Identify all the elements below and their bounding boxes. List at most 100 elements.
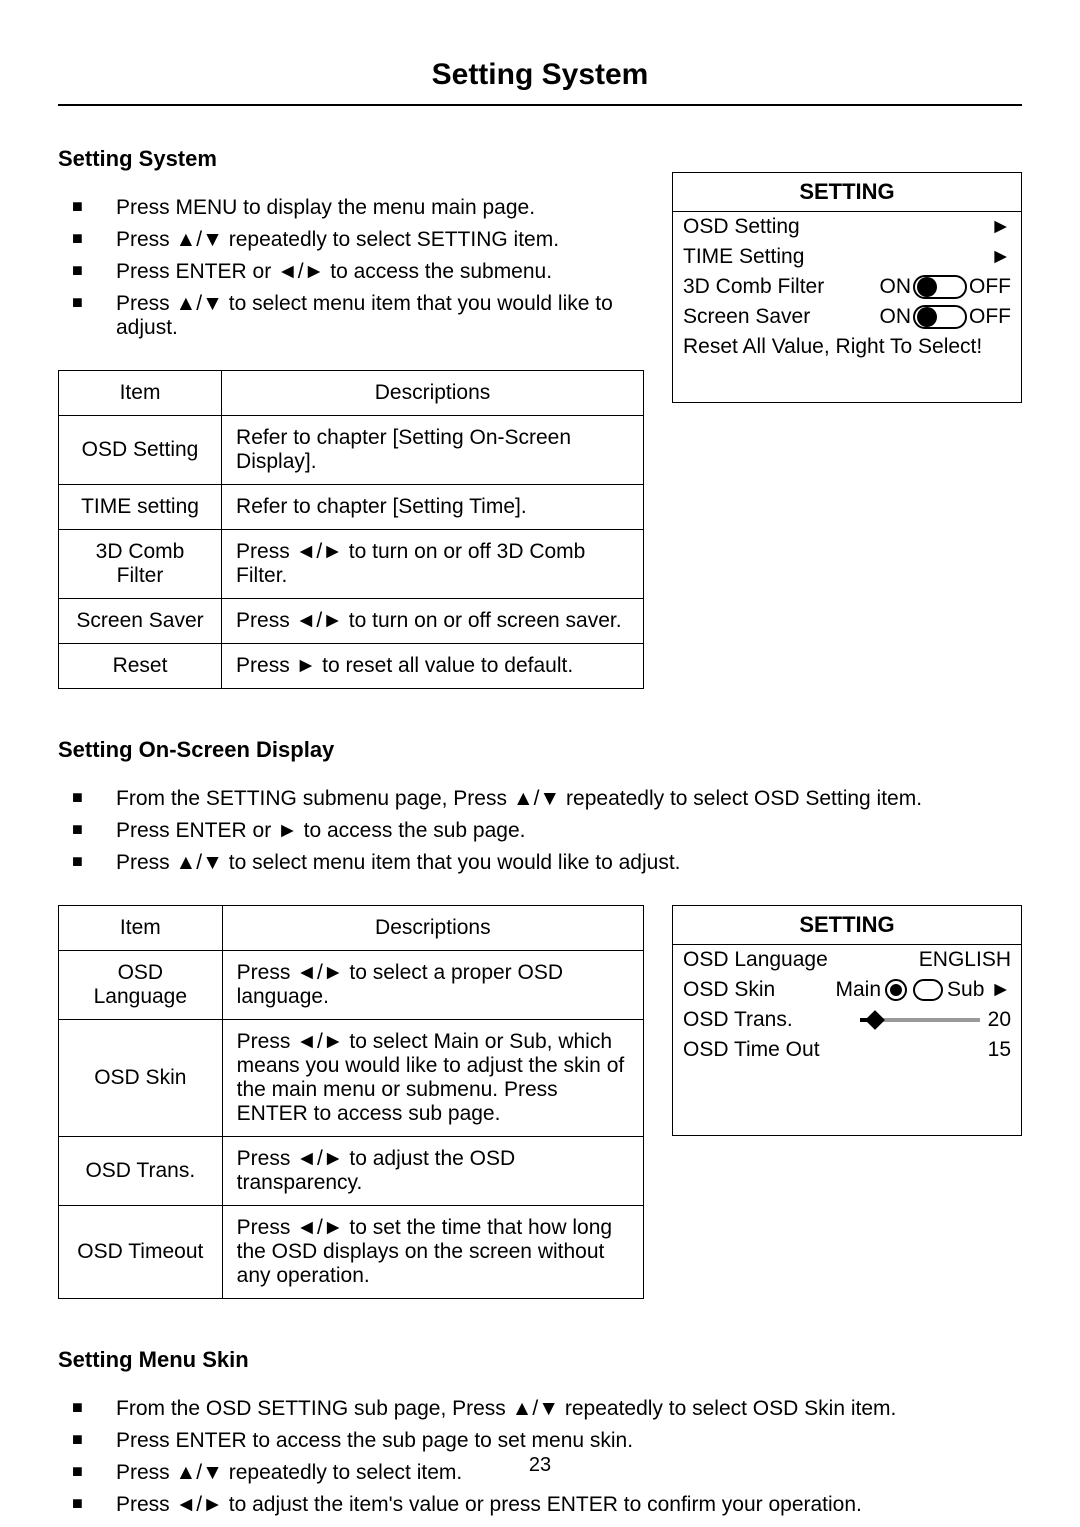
table-row: OSD SkinPress ◄/► to select Main or Sub,… [59, 1020, 644, 1137]
section2-left: Item Descriptions OSD LanguagePress ◄/► … [58, 905, 644, 1299]
step: Press ENTER or ► to access the sub page. [58, 815, 1022, 847]
osd-row[interactable]: TIME Setting ► [673, 242, 1021, 272]
osd-row[interactable]: OSD Skin Main Sub ► [673, 975, 1021, 1005]
cell: Press ◄/► to turn on or off 3D Comb Filt… [222, 530, 644, 599]
step: Press ENTER or ◄/► to access the submenu… [58, 256, 644, 288]
toggle-on-label: ON [880, 305, 912, 329]
osd-row[interactable]: OSD Setting ► [673, 212, 1021, 242]
cell: OSD Setting [59, 416, 222, 485]
step: Press MENU to display the menu main page… [58, 192, 644, 224]
osd-panel-title: SETTING [673, 173, 1021, 212]
section3-title: Setting Menu Skin [58, 1347, 1022, 1373]
osd-label: OSD Skin [683, 978, 775, 1002]
cell: Press ◄/► to set the time that how long … [222, 1206, 643, 1299]
cell: 3D Comb Filter [59, 530, 222, 599]
table-row: OSD Trans.Press ◄/► to adjust the OSD tr… [59, 1137, 644, 1206]
col-desc: Descriptions [222, 371, 644, 416]
osd-label: OSD Language [683, 948, 828, 972]
toggle-icon [913, 305, 967, 329]
cell: OSD Skin [59, 1020, 223, 1137]
table-row: ResetPress ► to reset all value to defau… [59, 644, 644, 689]
section-setting-system: Setting System Press MENU to display the… [58, 146, 1022, 689]
osd-row[interactable]: OSD Trans. 20 [673, 1005, 1021, 1035]
osd-label: OSD Setting [683, 215, 800, 239]
osd-row[interactable]: Reset All Value, Right To Select! [673, 332, 1021, 362]
section-osd: Setting On-Screen Display From the SETTI… [58, 737, 1022, 1299]
osd-panel-1: SETTING OSD Setting ► TIME Setting ► 3D … [672, 172, 1022, 403]
cell: Press ◄/► to turn on or off screen saver… [222, 599, 644, 644]
osd-row[interactable]: OSD Language ENGLISH [673, 945, 1021, 975]
osd-label: Screen Saver [683, 305, 810, 329]
cell: Refer to chapter [Setting Time]. [222, 485, 644, 530]
cell: Refer to chapter [Setting On-Screen Disp… [222, 416, 644, 485]
table-row: TIME settingRefer to chapter [Setting Ti… [59, 485, 644, 530]
table-row: 3D Comb FilterPress ◄/► to turn on or of… [59, 530, 644, 599]
cell: OSD Trans. [59, 1137, 223, 1206]
slider-value: 20 [988, 1008, 1011, 1032]
cell: Press ► to reset all value to default. [222, 644, 644, 689]
slider-control[interactable]: 20 [854, 1008, 1011, 1032]
arrow-right-icon: ► [990, 215, 1011, 239]
cell: Screen Saver [59, 599, 222, 644]
step: From the OSD SETTING sub page, Press ▲/▼… [58, 1393, 1022, 1425]
section2-steps: From the SETTING submenu page, Press ▲/▼… [58, 783, 1022, 879]
slider-icon [860, 1018, 980, 1022]
osd-row[interactable]: Screen Saver ON OFF [673, 302, 1021, 332]
section2-table: Item Descriptions OSD LanguagePress ◄/► … [58, 905, 644, 1299]
step: Press ▲/▼ to select menu item that you w… [58, 288, 644, 344]
step: Press ◄/► to adjust the item's value or … [58, 1489, 1022, 1521]
cell: Press ◄/► to select a proper OSD languag… [222, 951, 643, 1020]
table-row: OSD TimeoutPress ◄/► to set the time tha… [59, 1206, 644, 1299]
cell: TIME setting [59, 485, 222, 530]
section1-table: Item Descriptions OSD SettingRefer to ch… [58, 370, 644, 689]
col-desc: Descriptions [222, 906, 643, 951]
step: Press ▲/▼ to select menu item that you w… [58, 847, 1022, 879]
toggle-off-label: OFF [969, 275, 1011, 299]
main-label: Main [835, 978, 881, 1002]
page-title: Setting System [0, 0, 1080, 104]
table-row: OSD LanguagePress ◄/► to select a proper… [59, 951, 644, 1020]
toggle-off-label: OFF [969, 305, 1011, 329]
osd-label: OSD Trans. [683, 1008, 793, 1032]
cell: Press ◄/► to adjust the OSD transparency… [222, 1137, 643, 1206]
cell: Press ◄/► to select Main or Sub, which m… [222, 1020, 643, 1137]
osd-label: TIME Setting [683, 245, 804, 269]
radio-filled-icon [885, 979, 907, 1001]
osd-panel-title: SETTING [673, 906, 1021, 945]
section-menu-skin: Setting Menu Skin From the OSD SETTING s… [58, 1347, 1022, 1521]
content: Setting System Press MENU to display the… [0, 106, 1080, 1521]
radio-empty-icon [913, 979, 943, 1001]
col-item: Item [59, 371, 222, 416]
osd-row[interactable]: 3D Comb Filter ON OFF [673, 272, 1021, 302]
cell: Reset [59, 644, 222, 689]
osd-label: OSD Time Out [683, 1038, 820, 1062]
col-item: Item [59, 906, 223, 951]
toggle-on-label: ON [880, 275, 912, 299]
section1-left: Setting System Press MENU to display the… [58, 146, 644, 689]
table-header-row: Item Descriptions [59, 906, 644, 951]
step: From the SETTING submenu page, Press ▲/▼… [58, 783, 1022, 815]
osd-value: 15 [988, 1038, 1011, 1062]
toggle-control[interactable]: ON OFF [880, 275, 1012, 299]
osd-label: 3D Comb Filter [683, 275, 824, 299]
step: Press ▲/▼ repeatedly to select SETTING i… [58, 224, 644, 256]
osd-row[interactable]: OSD Time Out 15 [673, 1035, 1021, 1065]
arrow-right-icon: ► [990, 245, 1011, 269]
cell: OSD Timeout [59, 1206, 223, 1299]
osd-value: ENGLISH [919, 948, 1011, 972]
section2-row: Item Descriptions OSD LanguagePress ◄/► … [58, 905, 1022, 1299]
toggle-icon [913, 275, 967, 299]
page-number: 23 [0, 1454, 1080, 1477]
cell: OSD Language [59, 951, 223, 1020]
section2-title: Setting On-Screen Display [58, 737, 1022, 763]
mainsub-control[interactable]: Main Sub ► [835, 978, 1011, 1002]
sub-label: Sub ► [947, 978, 1011, 1002]
table-row: OSD SettingRefer to chapter [Setting On-… [59, 416, 644, 485]
section1-title: Setting System [58, 146, 644, 172]
osd-label: Reset All Value, Right To Select! [683, 335, 982, 359]
toggle-control[interactable]: ON OFF [880, 305, 1012, 329]
table-row: Screen SaverPress ◄/► to turn on or off … [59, 599, 644, 644]
step: Press ENTER to access the sub page to se… [58, 1425, 1022, 1457]
section1-steps: Press MENU to display the menu main page… [58, 192, 644, 344]
osd-panel-2: SETTING OSD Language ENGLISH OSD Skin Ma… [672, 905, 1022, 1136]
